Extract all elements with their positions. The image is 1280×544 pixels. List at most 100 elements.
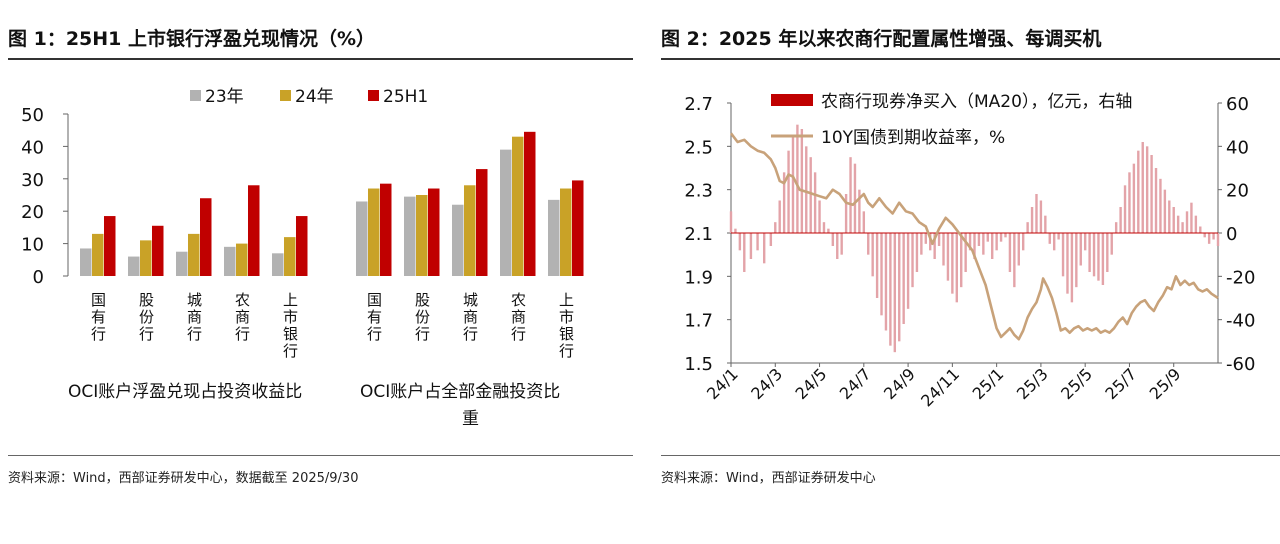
group-label-wrap: 重 (462, 409, 479, 429)
x-category-label: 股份行 (413, 292, 431, 343)
right-tick-label: 40 (1226, 137, 1249, 158)
bar-2-24年 (368, 188, 380, 276)
net-buy-bar (756, 233, 759, 251)
net-buy-bar (782, 172, 786, 233)
net-buy-bar (1176, 215, 1180, 233)
left-chart: 0 10 20 30 40 50 23年 24年 25H1 国有行 股份行 城商行 农商行 上市银行 OCI… (21, 87, 584, 429)
net-buy-bar (937, 233, 941, 246)
right-tick-label: -60 (1226, 354, 1255, 375)
net-buy-bar (1052, 233, 1056, 251)
net-buy-bar (933, 233, 936, 259)
net-buy-bar (749, 233, 753, 259)
right-chart: 1.5 1.7 1.9 2.1 2.3 2.5 2.7 -60 -40 -20 0 20 40 60 24/… (684, 92, 1255, 410)
net-buy-bar (729, 211, 733, 233)
net-buy-bar (1119, 207, 1122, 233)
net-buy-bar (1026, 222, 1029, 233)
net-buy-bar (902, 233, 905, 324)
net-buy-bar (889, 233, 892, 346)
net-buy-bar (1168, 200, 1171, 233)
net-buy-bar (1066, 233, 1069, 294)
net-buy-bar (920, 233, 923, 255)
net-buy-bar (875, 233, 879, 298)
net-buy-bar (871, 233, 874, 277)
net-buy-bar (1123, 185, 1127, 233)
bar-1-25H1 (248, 185, 260, 276)
legend-swatch (368, 90, 379, 101)
net-buy-bar (1207, 233, 1211, 244)
net-buy-bar (1057, 233, 1060, 240)
net-buy-bar (809, 157, 812, 233)
x-tick-label: 25/7 (1101, 364, 1140, 403)
bar-2-23年 (404, 196, 416, 276)
right-tick-label: 60 (1226, 94, 1249, 115)
net-buy-bar (1017, 233, 1020, 266)
legend-swatch (190, 90, 201, 101)
right-tick-label: 20 (1226, 181, 1249, 202)
net-buy-bar (942, 233, 945, 266)
net-buy-bar (1008, 233, 1012, 272)
net-buy-bar (1203, 233, 1206, 238)
x-category-label: 农商行 (233, 292, 251, 343)
net-buy-bar (995, 233, 998, 251)
net-buy-bar (986, 233, 989, 242)
net-buy-bar (867, 233, 870, 255)
net-buy-bar (1159, 178, 1162, 233)
net-buy-bar (924, 233, 927, 244)
left-tick-label: 2.5 (684, 137, 713, 158)
left-tick-label: 1.5 (684, 354, 713, 375)
net-buy-bar (893, 233, 897, 353)
net-buy-bar (880, 233, 883, 316)
net-buy-bar (1061, 233, 1065, 277)
bar-1-23年 (80, 248, 92, 276)
net-buy-bar (738, 233, 742, 251)
legend-bar-label: 农商行现券净买入（MA20），亿元，右轴 (821, 92, 1132, 112)
right-tick-label: 0 (1226, 224, 1237, 245)
net-buy-bar (827, 228, 830, 233)
x-category-label: 城商行 (185, 292, 203, 343)
x-category-label: 上市银行 (281, 292, 299, 360)
net-buy-bar (911, 233, 914, 288)
net-buy-bar (1114, 222, 1118, 233)
net-buy-bar (1190, 202, 1193, 233)
net-buy-bar (813, 172, 817, 233)
net-buy-bar (1194, 215, 1198, 233)
net-buy-bar (1163, 189, 1167, 233)
y-tick-label: 10 (21, 235, 44, 256)
net-buy-bar (1110, 233, 1113, 255)
bar-1-23年 (224, 246, 236, 276)
net-buy-bar (1035, 194, 1038, 233)
x-tick-label: 25/9 (1146, 364, 1185, 403)
bar-1-24年 (188, 233, 200, 276)
y-tick-label: 40 (21, 137, 44, 158)
y-tick-label: 20 (21, 202, 44, 223)
net-buy-bar (1092, 233, 1096, 277)
right-tick-label: -40 (1226, 311, 1255, 332)
net-buy-bar (946, 233, 950, 281)
net-buy-bar (1150, 155, 1153, 233)
net-buy-bar (1172, 207, 1175, 233)
legend-label: 23年 (205, 87, 244, 107)
group-label: OCI账户占全部金融投资比 (360, 382, 560, 402)
right-source-rule (661, 455, 1280, 456)
bar-1-23年 (272, 253, 284, 276)
net-buy-bar (1070, 233, 1074, 303)
bar-2-25H1 (524, 131, 536, 276)
net-buy-bar (968, 233, 972, 251)
net-buy-bar (1154, 168, 1158, 233)
bar-2-23年 (356, 201, 368, 276)
bar-1-23年 (128, 256, 140, 276)
left-chart-title: 图 1：25H1 上市银行浮盈兑现情况（%） (8, 28, 376, 50)
net-buy-bar (1088, 233, 1091, 272)
net-buy-bar (800, 129, 804, 233)
bar-2-24年 (560, 188, 572, 276)
bar-2-23年 (452, 204, 464, 276)
left-tick-label: 1.9 (684, 267, 713, 288)
net-buy-bar (862, 211, 866, 233)
net-buy-bar (915, 233, 919, 272)
net-buy-bar (977, 233, 981, 246)
left-title-rule (8, 58, 633, 60)
bar-1-24年 (236, 243, 248, 276)
bar-1-25H1 (200, 198, 212, 276)
right-source-note: 资料来源：Wind，西部证券研发中心 (661, 471, 876, 486)
net-buy-bar (1079, 233, 1082, 266)
